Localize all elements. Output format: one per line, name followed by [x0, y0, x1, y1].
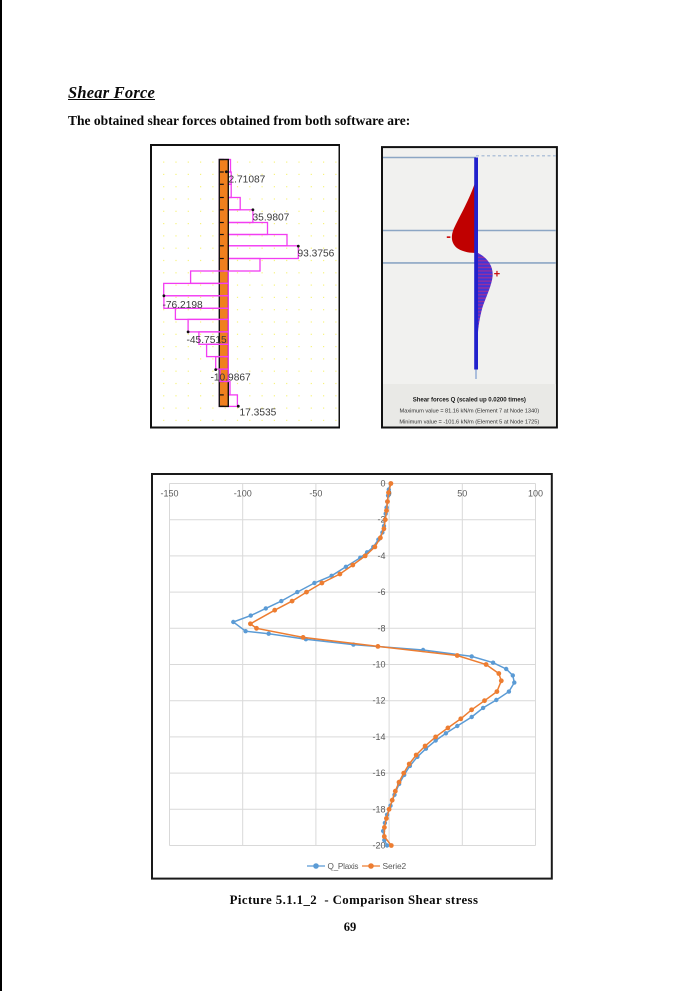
svg-text:Serie2: Serie2 [383, 861, 407, 871]
svg-text:-4: -4 [377, 551, 385, 561]
svg-text:35.9807: 35.9807 [253, 213, 290, 224]
svg-text:-2: -2 [377, 515, 385, 525]
svg-text:17.3535: 17.3535 [240, 408, 277, 419]
svg-text:-18: -18 [372, 804, 385, 814]
svg-text:0: 0 [380, 479, 385, 489]
svg-text:-50: -50 [309, 489, 322, 499]
svg-text:-45.7515: -45.7515 [187, 335, 228, 346]
svg-text:2.71087: 2.71087 [229, 175, 266, 186]
svg-text:-10: -10 [372, 660, 385, 670]
svg-text:-150: -150 [160, 489, 178, 499]
svg-text:50: 50 [457, 489, 467, 499]
svg-text:-10.9867: -10.9867 [211, 373, 252, 384]
svg-text:-: - [446, 228, 451, 244]
svg-text:-8: -8 [377, 623, 385, 633]
svg-text:-76.2198: -76.2198 [163, 300, 204, 311]
svg-text:+: + [493, 269, 499, 281]
svg-text:-14: -14 [372, 732, 385, 742]
svg-text:-6: -6 [377, 587, 385, 597]
svg-text:Minimum value = -101.6 kN/m (E: Minimum value = -101.6 kN/m (Element 5 a… [399, 420, 539, 426]
svg-text:93.3756: 93.3756 [298, 249, 335, 260]
svg-text:Q_Plaxis: Q_Plaxis [328, 862, 359, 871]
svg-text:Maximum value = 81.16 kN/m (El: Maximum value = 81.16 kN/m (Element 7 at… [399, 409, 539, 415]
svg-text:100: 100 [528, 489, 543, 499]
svg-text:-12: -12 [372, 696, 385, 706]
svg-text:-20: -20 [372, 841, 385, 851]
svg-text:-16: -16 [372, 768, 385, 778]
svg-text:-100: -100 [234, 489, 252, 499]
svg-text:Shear forces Q (scaled up 0.02: Shear forces Q (scaled up 0.0200 times) [412, 397, 525, 404]
